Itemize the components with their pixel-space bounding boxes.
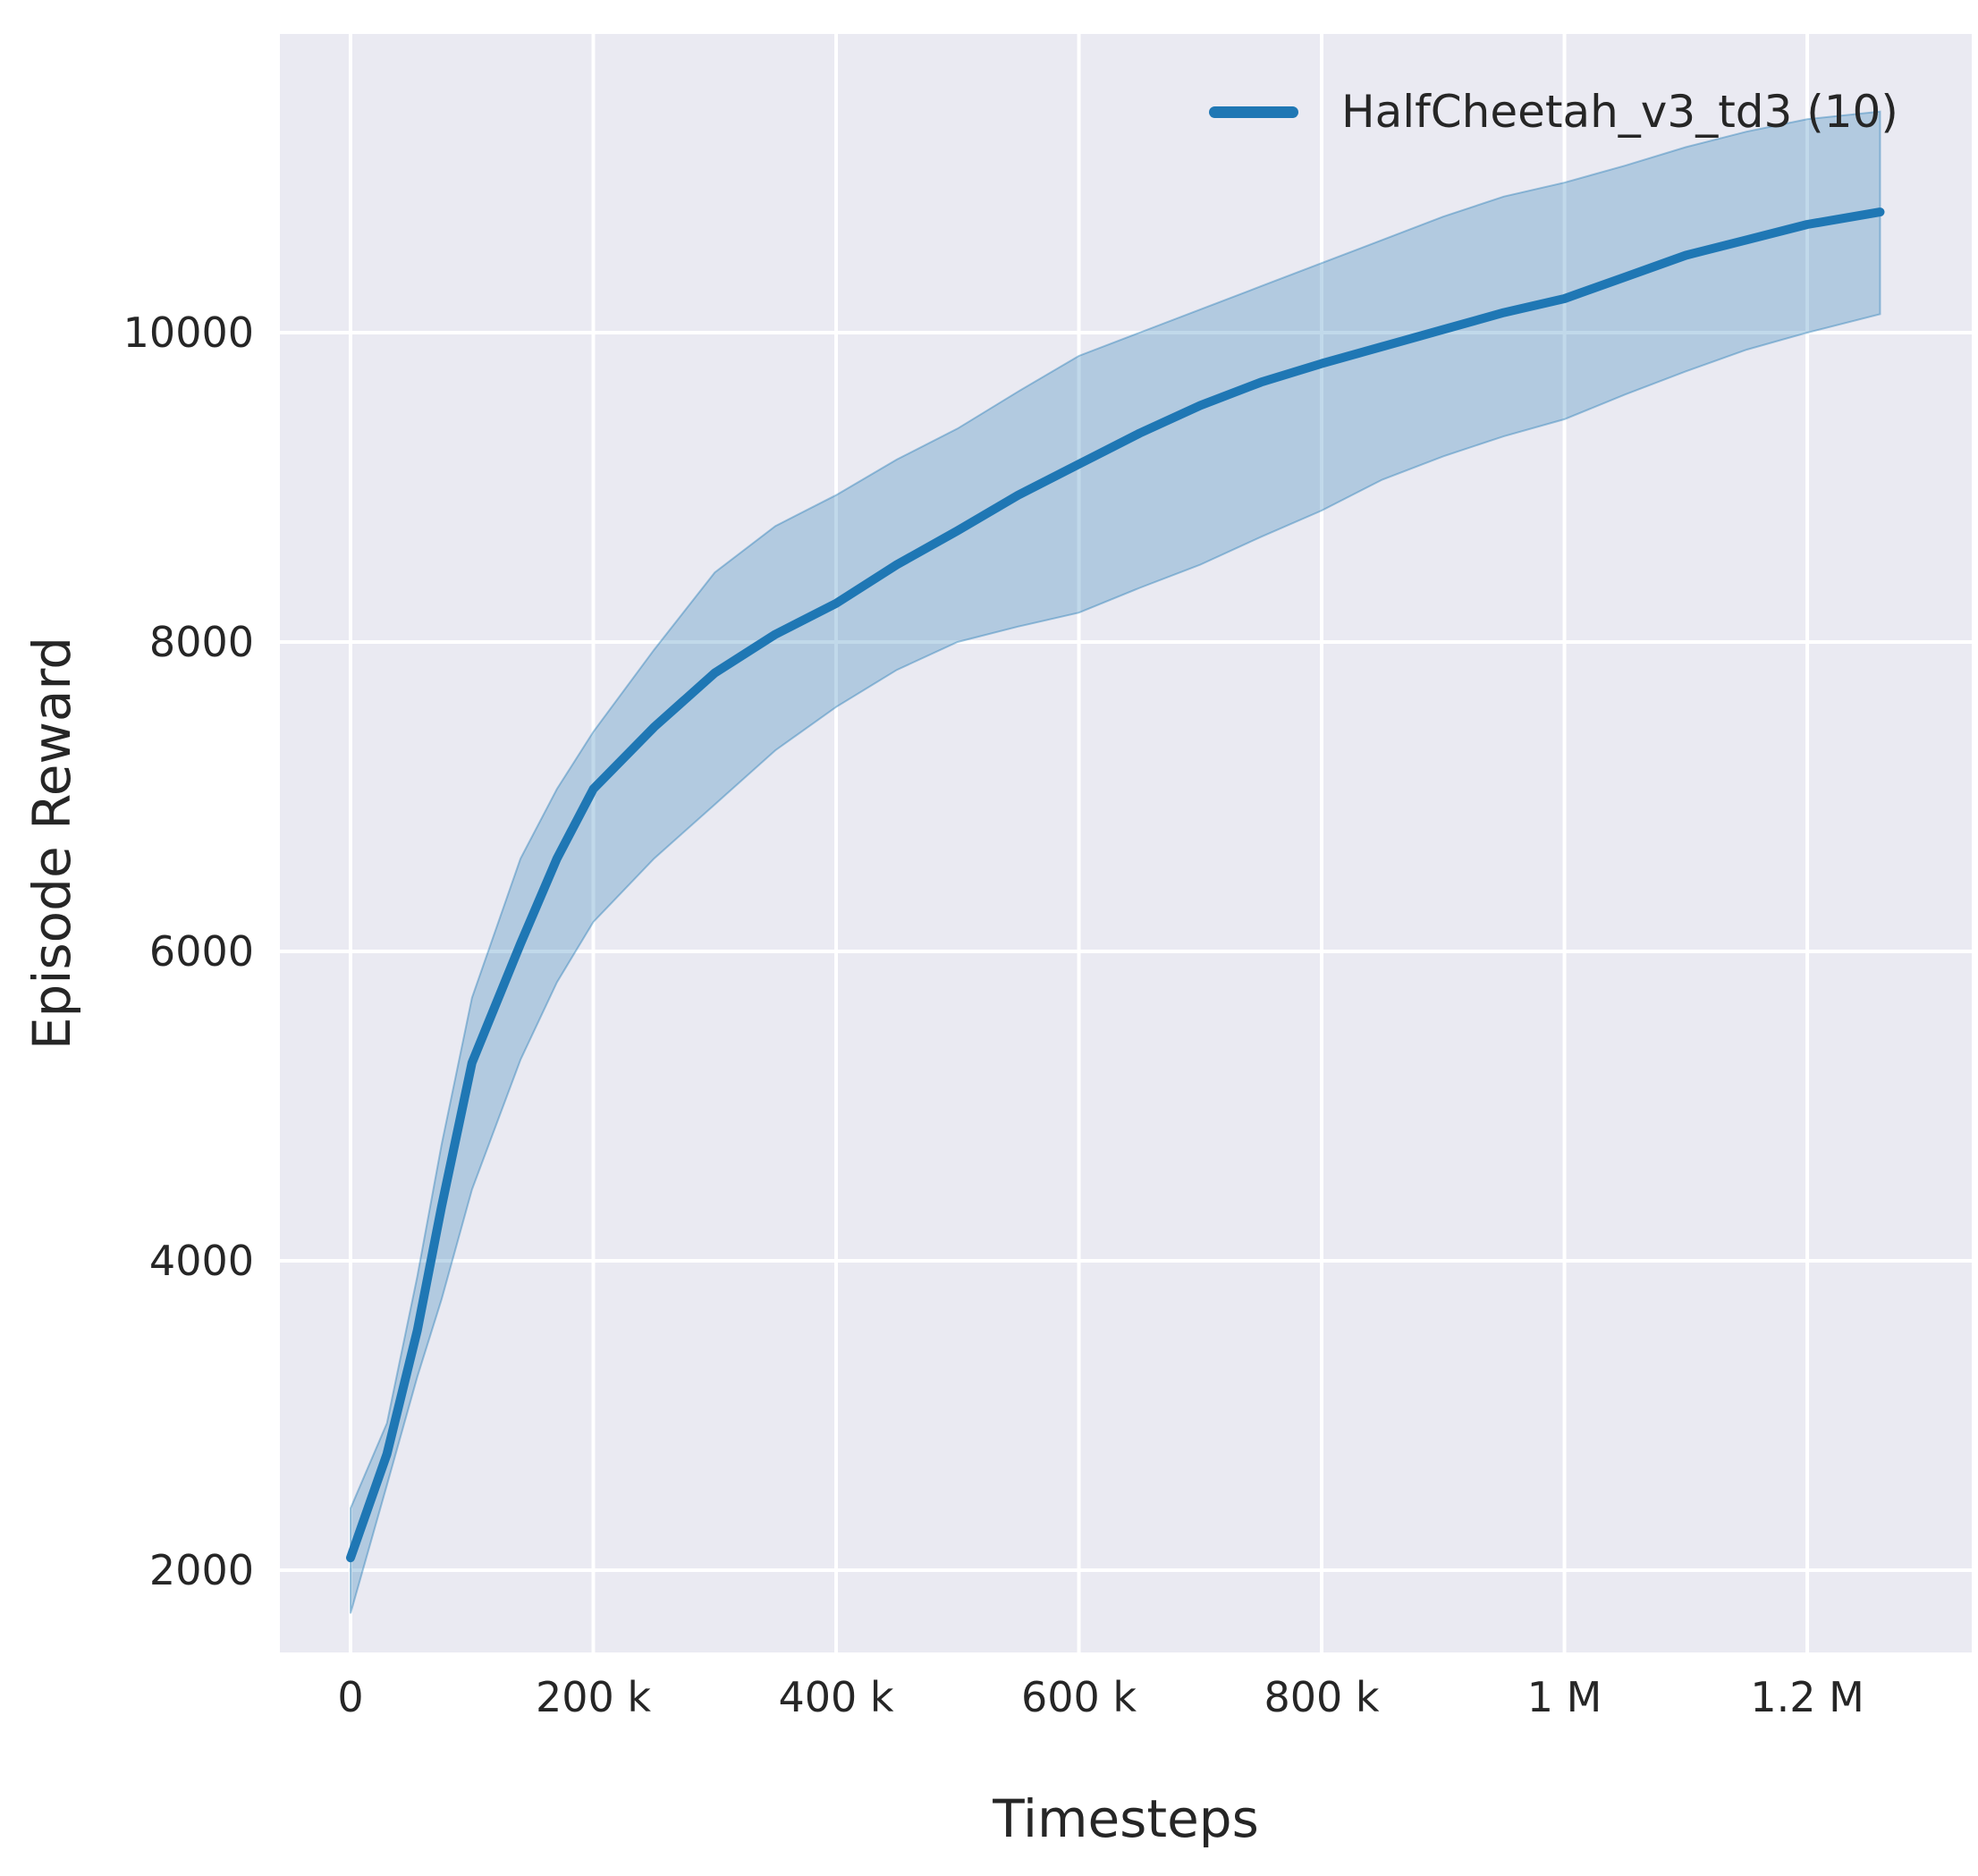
y-axis-label: Episode Reward: [21, 636, 82, 1051]
y-tick-label: 6000: [149, 927, 254, 976]
y-tick-label: 2000: [149, 1546, 254, 1594]
x-tick-label: 200 k: [536, 1673, 651, 1721]
x-tick-label: 1 M: [1527, 1673, 1602, 1721]
x-tick-label: 800 k: [1264, 1673, 1380, 1721]
legend-label: HalfCheetah_v3_td3 (10): [1341, 86, 1898, 138]
x-tick-label: 600 k: [1021, 1673, 1137, 1721]
x-tick-label: 400 k: [778, 1673, 893, 1721]
y-tick-label: 10000: [123, 308, 254, 357]
x-tick-label: 0: [337, 1673, 363, 1721]
mean-line: [346, 207, 1885, 1563]
x-tick-label: 1.2 M: [1750, 1673, 1864, 1721]
confidence-band: [350, 110, 1881, 1614]
x-axis-label: Timesteps: [993, 1788, 1259, 1849]
legend-line-swatch: [1209, 106, 1298, 118]
y-tick-label: 8000: [149, 618, 254, 666]
y-tick-label: 4000: [149, 1237, 254, 1285]
legend: HalfCheetah_v3_td3 (10): [1209, 86, 1898, 138]
